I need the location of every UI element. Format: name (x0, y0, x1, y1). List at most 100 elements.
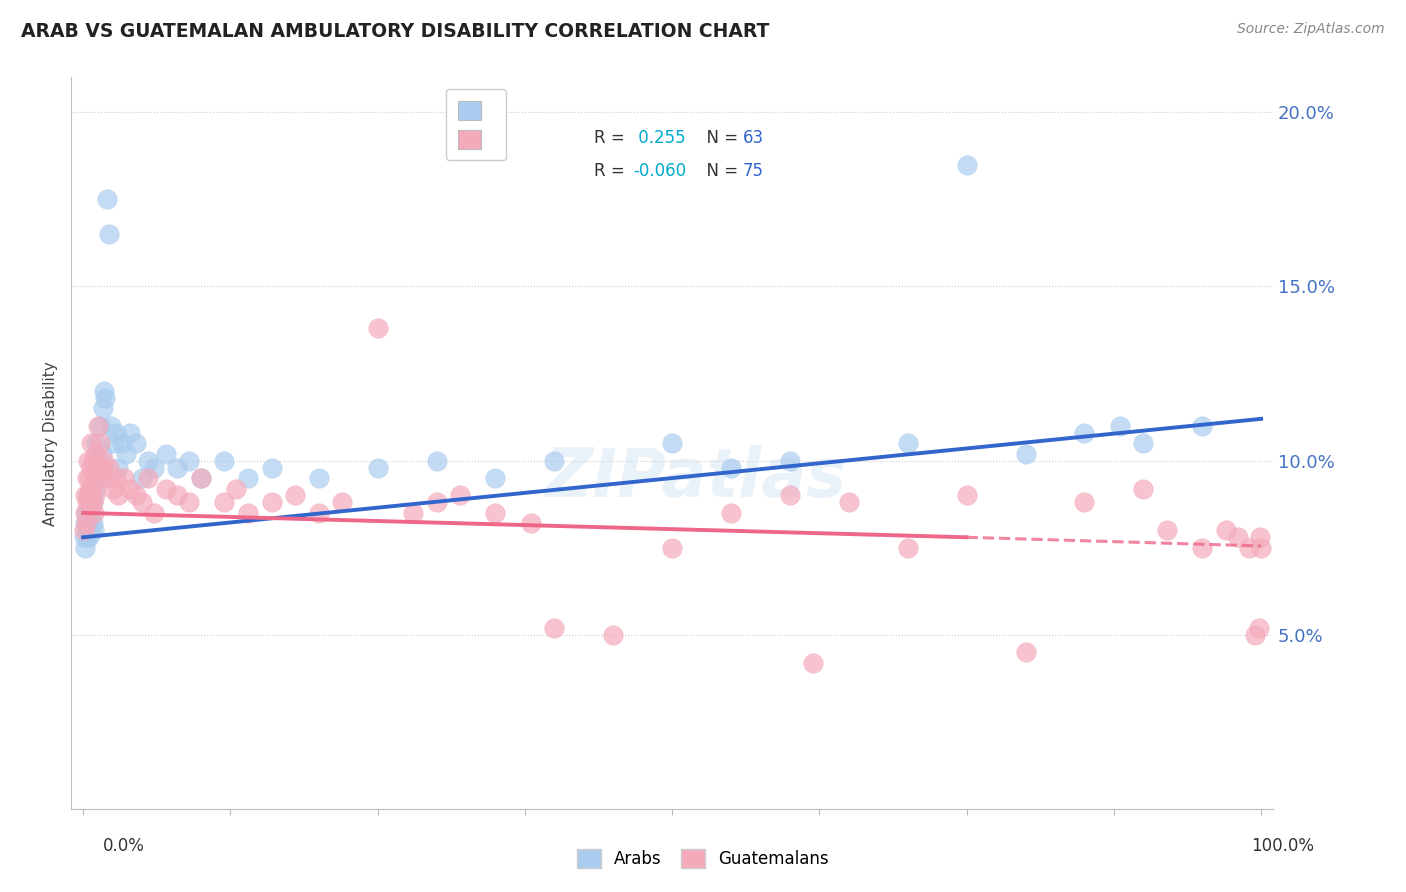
Text: 75: 75 (742, 161, 763, 179)
Point (75, 506, 97, 520)
Point (100, 418, 122, 433)
Point (82, 495, 104, 509)
Point (84, 436, 107, 450)
Point (86, 460, 108, 475)
Point (1191, 418, 1213, 433)
Point (308, 471, 330, 485)
Point (661, 436, 683, 450)
Point (897, 436, 920, 450)
Point (214, 453, 236, 467)
Point (107, 488, 129, 502)
Point (155, 447, 177, 461)
Point (519, 516, 541, 531)
Point (1108, 418, 1130, 433)
Point (75, 516, 97, 531)
Point (96, 193, 118, 207)
Point (82, 495, 104, 509)
Text: ZIPatlas: ZIPatlas (544, 445, 846, 511)
Point (76, 471, 98, 485)
Point (83, 506, 105, 520)
Point (96, 471, 118, 485)
Point (308, 506, 330, 520)
Text: Source: ZipAtlas.com: Source: ZipAtlas.com (1237, 22, 1385, 37)
Point (76, 488, 98, 502)
Point (86, 453, 108, 467)
Point (77, 453, 100, 467)
Point (111, 436, 134, 450)
Point (80, 488, 103, 502)
Point (425, 453, 447, 467)
Point (79, 482, 101, 496)
Legend: , : , (446, 89, 506, 161)
Point (155, 482, 177, 496)
Point (779, 453, 801, 467)
Point (98, 227, 121, 242)
Point (260, 460, 283, 475)
Point (1073, 425, 1095, 440)
Point (83, 488, 105, 502)
Point (125, 488, 148, 502)
Point (120, 425, 142, 440)
Text: R =: R = (593, 129, 630, 147)
Point (80, 482, 103, 496)
Point (82, 516, 104, 531)
Text: 63: 63 (742, 129, 763, 147)
Point (449, 488, 471, 502)
Point (77, 471, 100, 485)
Point (484, 471, 506, 485)
Point (73, 530, 96, 544)
Point (79, 524, 101, 538)
Point (83, 471, 105, 485)
Text: N =: N = (696, 161, 744, 179)
Point (103, 436, 125, 450)
Y-axis label: Ambulatory Disability: Ambulatory Disability (44, 361, 58, 525)
Point (76, 495, 98, 509)
Legend: Arabs, Guatemalans: Arabs, Guatemalans (571, 842, 835, 875)
Point (1191, 541, 1213, 555)
Text: 100.0%: 100.0% (1251, 837, 1315, 855)
Point (79, 495, 101, 509)
Point (107, 460, 129, 475)
Point (1250, 541, 1272, 555)
Point (897, 541, 920, 555)
Point (425, 495, 447, 509)
Point (77, 506, 100, 520)
Point (190, 471, 212, 485)
Point (76, 488, 98, 502)
Point (75, 541, 97, 555)
Point (112, 471, 135, 485)
Point (955, 488, 977, 502)
Point (225, 482, 247, 496)
Point (79, 495, 101, 509)
Point (131, 471, 153, 485)
Point (83, 471, 105, 485)
Point (214, 495, 236, 509)
Point (94, 391, 117, 405)
Point (367, 321, 389, 335)
Text: 0.255: 0.255 (633, 129, 686, 147)
Point (80, 482, 103, 496)
Point (91, 401, 114, 416)
Point (136, 471, 159, 485)
Point (402, 506, 425, 520)
Point (720, 506, 742, 520)
Point (105, 425, 128, 440)
Point (114, 447, 136, 461)
Point (779, 488, 801, 502)
Point (77, 530, 100, 544)
Point (73, 506, 96, 520)
Point (543, 453, 565, 467)
Point (1226, 530, 1249, 544)
Point (91, 471, 114, 485)
Text: -0.060: -0.060 (633, 161, 686, 179)
Point (1132, 436, 1154, 450)
Point (1247, 621, 1270, 635)
Point (543, 621, 565, 635)
Point (91, 447, 114, 461)
Point (76, 524, 98, 538)
Text: 0.0%: 0.0% (103, 837, 145, 855)
Point (1073, 495, 1095, 509)
Point (367, 460, 389, 475)
Point (89, 418, 111, 433)
Point (179, 495, 201, 509)
